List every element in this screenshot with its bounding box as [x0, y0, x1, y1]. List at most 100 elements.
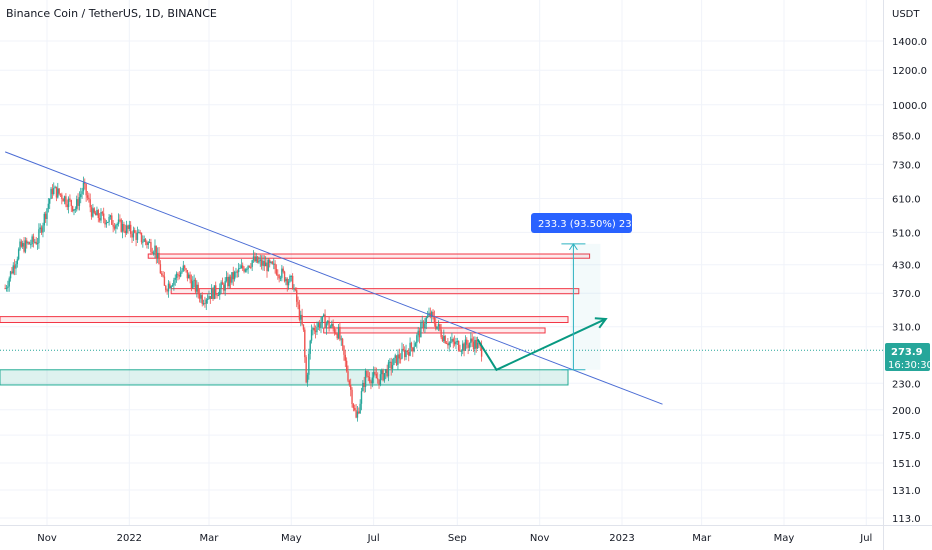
candle-body: [344, 354, 346, 361]
candle-body: [189, 274, 191, 280]
candle-body: [104, 219, 106, 225]
candle-body: [255, 256, 257, 262]
candle-body: [215, 285, 217, 295]
candle-body: [235, 271, 237, 273]
candle-body: [150, 242, 152, 252]
candle-body: [406, 350, 409, 353]
candle-body: [162, 274, 164, 277]
candle-body: [38, 229, 40, 244]
candle-body: [231, 272, 233, 283]
candle-body: [30, 244, 32, 246]
candle-body: [80, 194, 82, 198]
candle-body: [34, 241, 36, 243]
candle-body: [89, 199, 91, 208]
y-tick-label: 310.0: [892, 323, 921, 334]
candle-body: [123, 224, 125, 231]
candle-body: [409, 342, 411, 356]
candle-body: [77, 199, 79, 206]
candle-body: [200, 295, 202, 299]
candle-body: [81, 191, 83, 195]
x-tick-label: May: [774, 533, 795, 544]
resistance-zone: [323, 327, 546, 334]
candle-body: [86, 195, 89, 198]
candle-body: [55, 186, 58, 198]
candle-body: [462, 343, 464, 351]
candle-body: [43, 213, 46, 226]
candle-body: [138, 232, 140, 234]
candle-body: [57, 188, 59, 198]
candle-body: [414, 343, 417, 347]
candle-body: [397, 354, 399, 365]
candle-body: [179, 272, 182, 277]
candle-body: [217, 295, 220, 297]
candle-body: [237, 268, 240, 273]
candle-body: [460, 350, 463, 352]
candle-body: [140, 232, 143, 243]
candle-body: [279, 277, 282, 279]
candle-body: [161, 273, 163, 275]
candle-body: [65, 196, 67, 205]
candle-body: [242, 265, 244, 269]
candle-body: [44, 213, 47, 220]
candle-body: [475, 339, 477, 349]
candle-body: [300, 314, 302, 320]
candle-body: [105, 222, 108, 225]
candle-body: [283, 271, 286, 282]
candle-body: [274, 263, 276, 270]
candle-body: [205, 299, 207, 304]
candle-body: [193, 279, 195, 282]
candle-body: [243, 268, 245, 272]
candle-body: [190, 279, 193, 289]
candle-body: [121, 224, 124, 232]
candle-body: [156, 252, 159, 259]
candle-body: [291, 275, 294, 290]
candle-body: [188, 274, 190, 279]
candle-body: [54, 186, 56, 189]
x-tick-label: Nov: [37, 533, 57, 544]
support-zone: [0, 369, 569, 386]
candle-body: [262, 260, 264, 266]
candle-body: [134, 230, 136, 233]
candle-body: [227, 276, 229, 287]
candle-body: [402, 348, 405, 351]
trendline: [4, 151, 663, 405]
candle-body: [474, 339, 476, 350]
x-tick-label: Nov: [530, 533, 550, 544]
candle-body: [117, 219, 120, 224]
candle-body: [154, 245, 156, 253]
candle-body: [152, 252, 155, 254]
candle-body: [223, 284, 225, 291]
candle-body: [50, 188, 52, 199]
candle-body: [441, 337, 444, 342]
candle-body: [337, 326, 340, 339]
candle-body: [417, 330, 419, 336]
candle-body: [422, 321, 425, 329]
candle-body: [135, 232, 137, 240]
candle-body: [147, 242, 149, 245]
measure-area: [570, 243, 601, 370]
candle-body: [88, 197, 90, 200]
candle-body: [120, 219, 122, 232]
candle-body: [405, 350, 407, 358]
candle-body: [40, 227, 43, 233]
candle-body: [212, 288, 214, 300]
candle-body: [17, 249, 20, 260]
candle-body: [170, 286, 172, 289]
candle-body: [301, 314, 303, 325]
candle-body: [360, 391, 363, 404]
candle-body: [471, 338, 473, 342]
candle-body: [209, 296, 212, 299]
candle-body: [111, 215, 113, 225]
candle-body: [228, 276, 230, 287]
candle-body: [399, 358, 402, 360]
candle-body: [225, 276, 228, 281]
candle-body: [61, 194, 63, 199]
x-tick-label: Jul: [367, 533, 380, 544]
candle-body: [102, 213, 105, 220]
x-tick-label: Jul: [859, 533, 872, 544]
candle-body: [62, 198, 64, 202]
candle-body: [116, 223, 118, 226]
current-price-label: 273.9: [891, 347, 923, 358]
